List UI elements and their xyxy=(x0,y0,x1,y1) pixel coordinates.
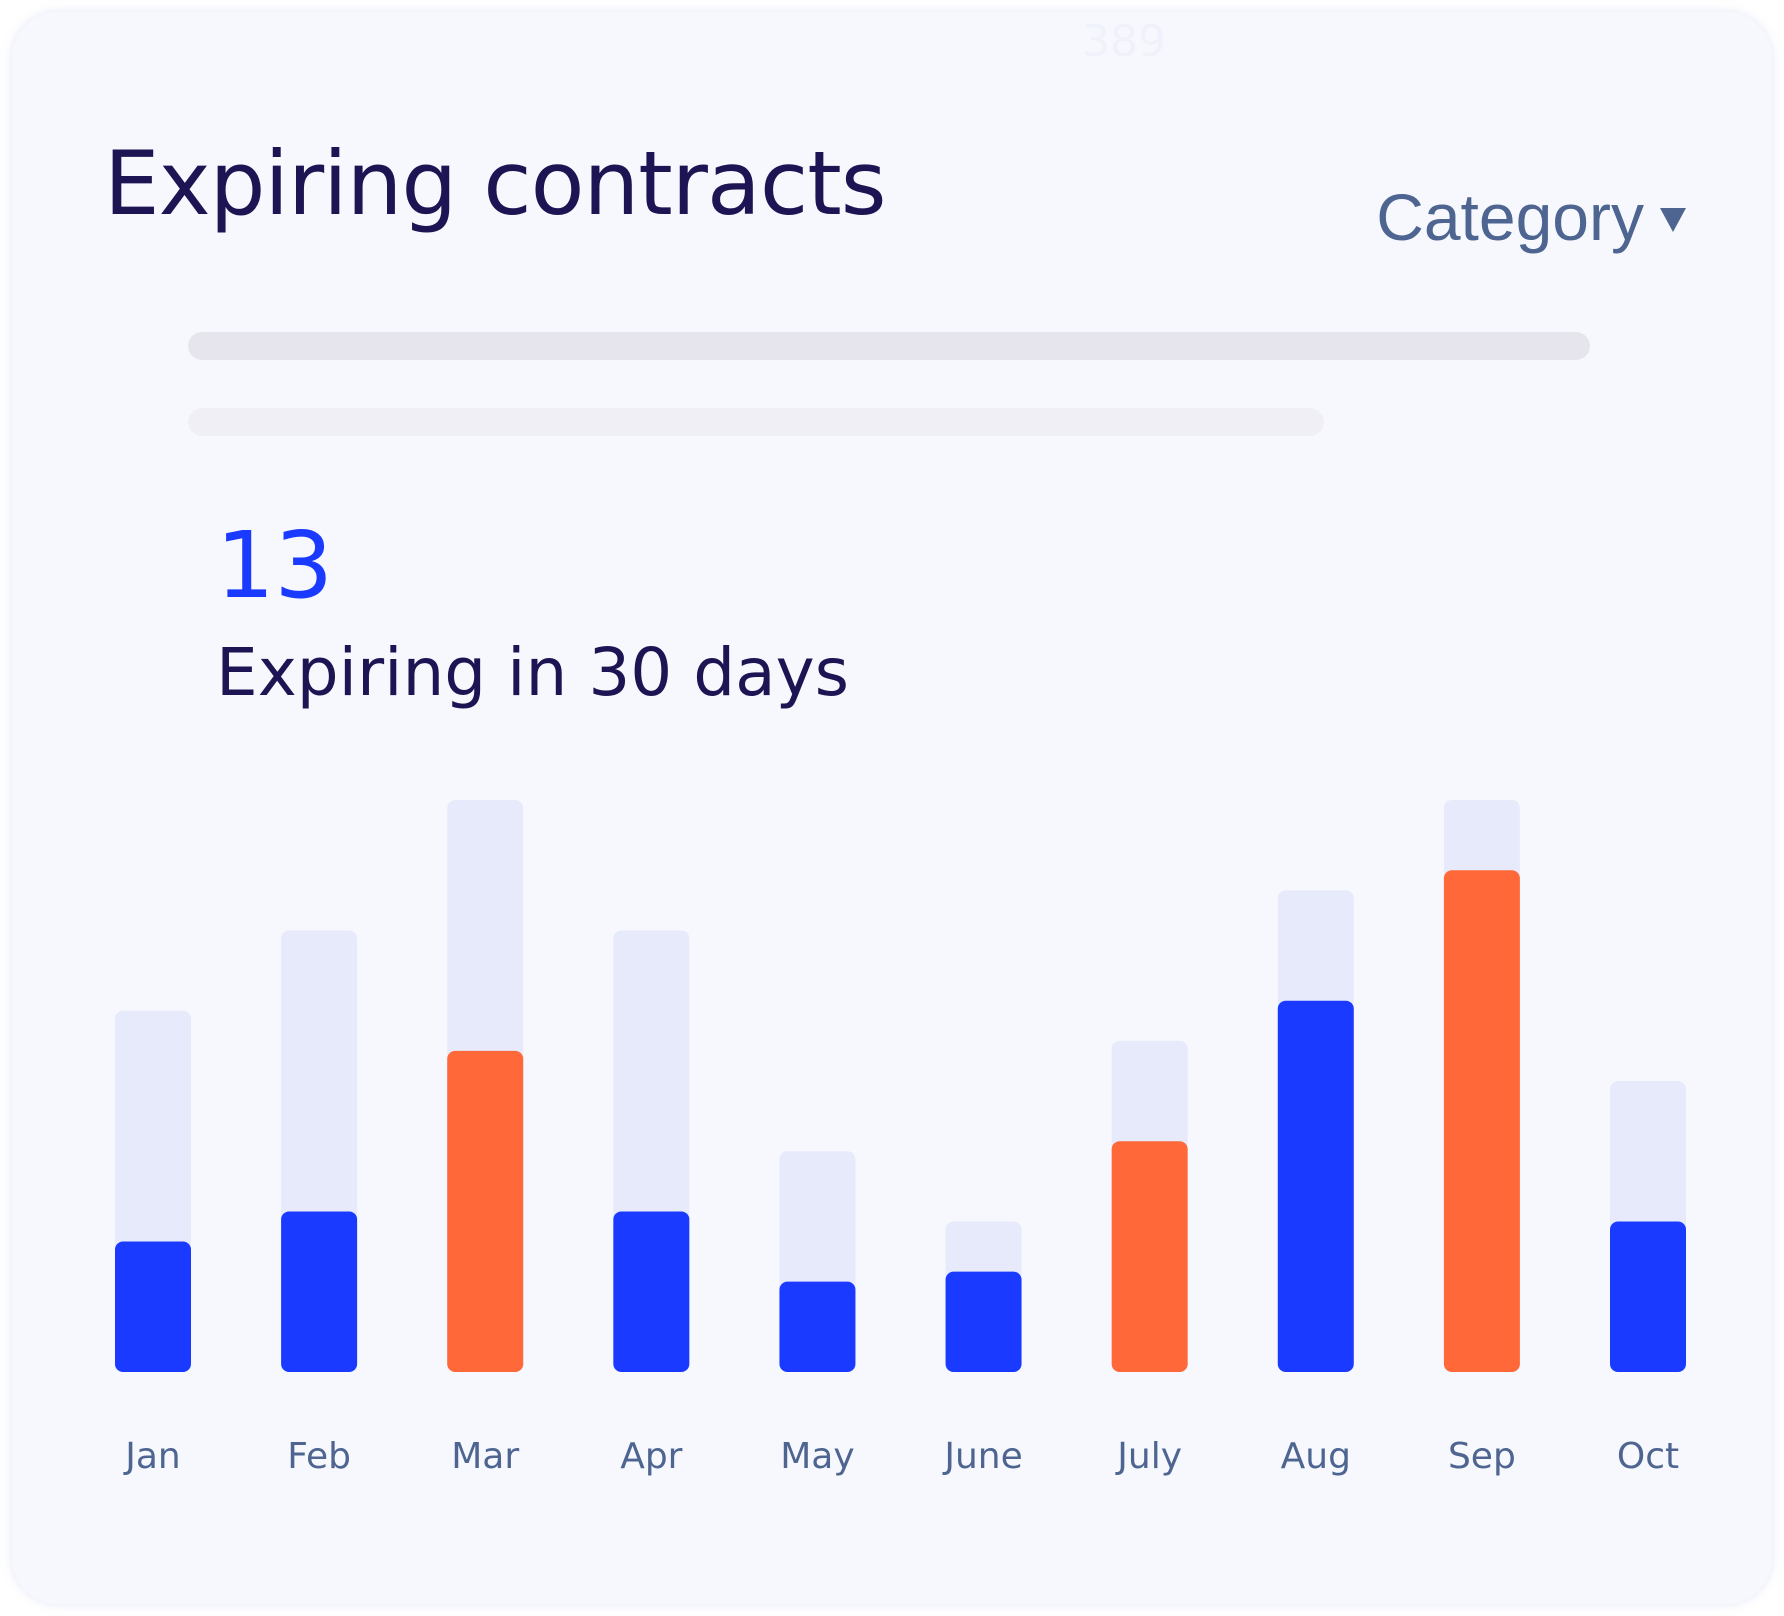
x-tick-label-may: May xyxy=(780,1436,854,1477)
skeleton-line-primary xyxy=(188,332,1590,360)
skeleton-line-secondary xyxy=(188,408,1324,436)
bar-expiring-apr[interactable] xyxy=(613,1211,690,1372)
expiring-contracts-card: 389 Expiring contracts Category 13 Expir… xyxy=(12,12,1772,1604)
monthly-expiring-bar-chart: Jan Feb Mar Apr May June July Aug Sep Oct xyxy=(115,800,1686,1477)
bar-expiring-june[interactable] xyxy=(945,1271,1022,1372)
kpi-value: 13 xyxy=(216,512,334,619)
bar-expiring-oct[interactable] xyxy=(1610,1221,1686,1372)
category-dropdown-label: Category xyxy=(1376,180,1644,254)
x-tick-label-june: June xyxy=(942,1436,1022,1477)
bar-expiring-jan[interactable] xyxy=(115,1241,191,1372)
bar-expiring-sep[interactable] xyxy=(1443,870,1520,1372)
kpi-label: Expiring in 30 days xyxy=(216,634,850,711)
category-dropdown[interactable]: Category xyxy=(1376,184,1686,250)
x-tick-label-sep: Sep xyxy=(1448,1436,1516,1477)
bar-expiring-july[interactable] xyxy=(1111,1141,1188,1372)
faint-number: 389 xyxy=(1082,16,1166,67)
bar-expiring-aug[interactable] xyxy=(1277,1000,1354,1372)
x-tick-label-feb: Feb xyxy=(287,1436,351,1477)
x-tick-label-aug: Aug xyxy=(1281,1436,1351,1477)
card-title: Expiring contracts xyxy=(104,132,887,235)
x-tick-label-oct: Oct xyxy=(1617,1436,1679,1477)
bar-expiring-feb[interactable] xyxy=(281,1211,358,1372)
x-tick-label-jan: Jan xyxy=(123,1436,181,1477)
bar-expiring-may[interactable] xyxy=(779,1281,856,1372)
x-tick-label-july: July xyxy=(1115,1436,1182,1477)
bar-expiring-mar[interactable] xyxy=(447,1050,524,1372)
chevron-down-icon xyxy=(1660,208,1686,232)
x-tick-label-mar: Mar xyxy=(451,1436,519,1477)
x-tick-label-apr: Apr xyxy=(620,1436,682,1477)
